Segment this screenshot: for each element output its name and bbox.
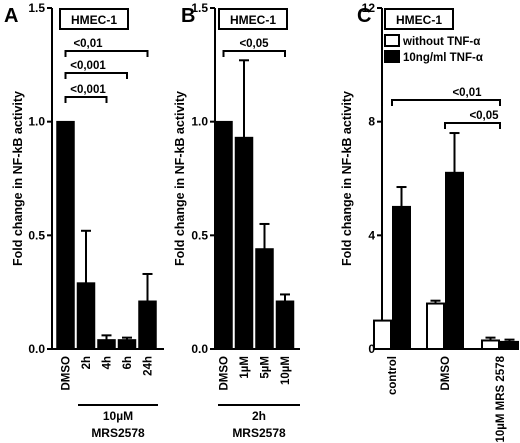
- cell-label-box: [59, 8, 129, 30]
- cell-label-box: [218, 8, 288, 30]
- cell-label: HMEC-1: [71, 13, 117, 27]
- y-tick-label: 0.0: [191, 342, 208, 356]
- y-tick-label: 1.0: [28, 115, 45, 129]
- legend-label: without TNF-α: [402, 36, 480, 48]
- significance-bracket: [391, 99, 501, 106]
- significance-bracket: [222, 50, 286, 57]
- y-tick-label: 1.5: [191, 1, 208, 15]
- y-tick-label: 12: [362, 1, 376, 15]
- y-tick-label: 4: [368, 228, 375, 242]
- legend-swatch: [384, 34, 400, 47]
- significance-bracket: [444, 122, 501, 129]
- y-tick-label: 0.0: [28, 342, 45, 356]
- x-tick-label: DMSO: [61, 356, 73, 391]
- x-tick-label: 6h: [122, 356, 134, 369]
- bar: [481, 339, 500, 351]
- x-tick-label: 24h: [143, 356, 155, 376]
- panel-letter: C: [357, 5, 371, 27]
- y-axis-label: Fold change in NF-kB activity: [340, 91, 354, 266]
- y-axis-label: Fold change in NF-kB activity: [173, 91, 187, 266]
- significance-bracket: [64, 50, 149, 57]
- group-label-line1: 10µM: [103, 409, 133, 423]
- bar: [214, 120, 233, 350]
- bar: [500, 340, 519, 351]
- y-axis-label: Fold change in NF-kB activity: [11, 91, 25, 266]
- p-value-label: <0,001: [70, 60, 106, 72]
- y-tick-label: 0.5: [28, 228, 45, 242]
- bar: [138, 300, 157, 350]
- bar: [255, 248, 274, 350]
- group-label-line1: 2h: [252, 409, 266, 423]
- chart-panel-c: C 0 4 8 12 Fold change in NF-kB activity HMEC-…: [340, 1, 519, 443]
- chart-panel-a: A 0.0 0.5 1.0 1.5 Fold change in NF-kB activi…: [4, 1, 164, 440]
- y-tick-label: 1.0: [191, 115, 208, 129]
- cell-label: HMEC-1: [230, 13, 276, 27]
- p-value-label: <0,05: [239, 38, 269, 50]
- x-tick-label: 2h: [81, 356, 93, 369]
- y-tick-label: 0: [368, 342, 375, 356]
- bar: [275, 300, 295, 350]
- x-tick-label: 5µM: [260, 356, 272, 379]
- bar: [373, 319, 392, 351]
- bar: [76, 282, 96, 350]
- y-tick-label: 1.5: [28, 1, 45, 15]
- y-tick-label: 0.5: [191, 228, 208, 242]
- x-tick-label: 4h: [102, 356, 114, 369]
- bar: [234, 136, 254, 350]
- bar: [56, 120, 75, 350]
- cell-label: HMEC-1: [396, 13, 442, 27]
- x-tick-label: DMSO: [219, 356, 231, 391]
- x-tick-label: 10µM MRS 2578: [495, 355, 507, 442]
- cell-label-box: [384, 8, 454, 30]
- group-label-line2: MRS2578: [232, 426, 286, 440]
- x-tick-label: DMSO: [440, 356, 452, 391]
- y-tick-label: 8: [368, 115, 375, 129]
- legend-label: 10ng/ml TNF-α: [403, 52, 483, 64]
- panel-letter: B: [181, 5, 195, 27]
- significance-bracket: [64, 96, 108, 103]
- significance-bracket: [64, 72, 128, 79]
- x-tick-label: 10µM: [280, 356, 292, 385]
- p-value-label: <0,001: [70, 84, 106, 96]
- x-tick-label: 1µM: [239, 356, 251, 379]
- x-tick-label: control: [387, 356, 399, 395]
- bar: [97, 339, 116, 350]
- p-value-label: <0,01: [73, 38, 103, 50]
- bar: [426, 302, 445, 350]
- panel-letter: A: [4, 5, 18, 27]
- bar: [445, 171, 464, 350]
- bar: [117, 339, 137, 350]
- bar: [392, 205, 411, 350]
- legend-swatch: [384, 50, 400, 63]
- group-label-line2: MRS2578: [91, 426, 145, 440]
- chart-panel-b: B 0.0 0.5 1.0 1.5 Fold change in NF-kB activi…: [173, 1, 300, 440]
- p-value-label: <0,01: [452, 87, 482, 99]
- p-value-label: <0,05: [469, 110, 499, 122]
